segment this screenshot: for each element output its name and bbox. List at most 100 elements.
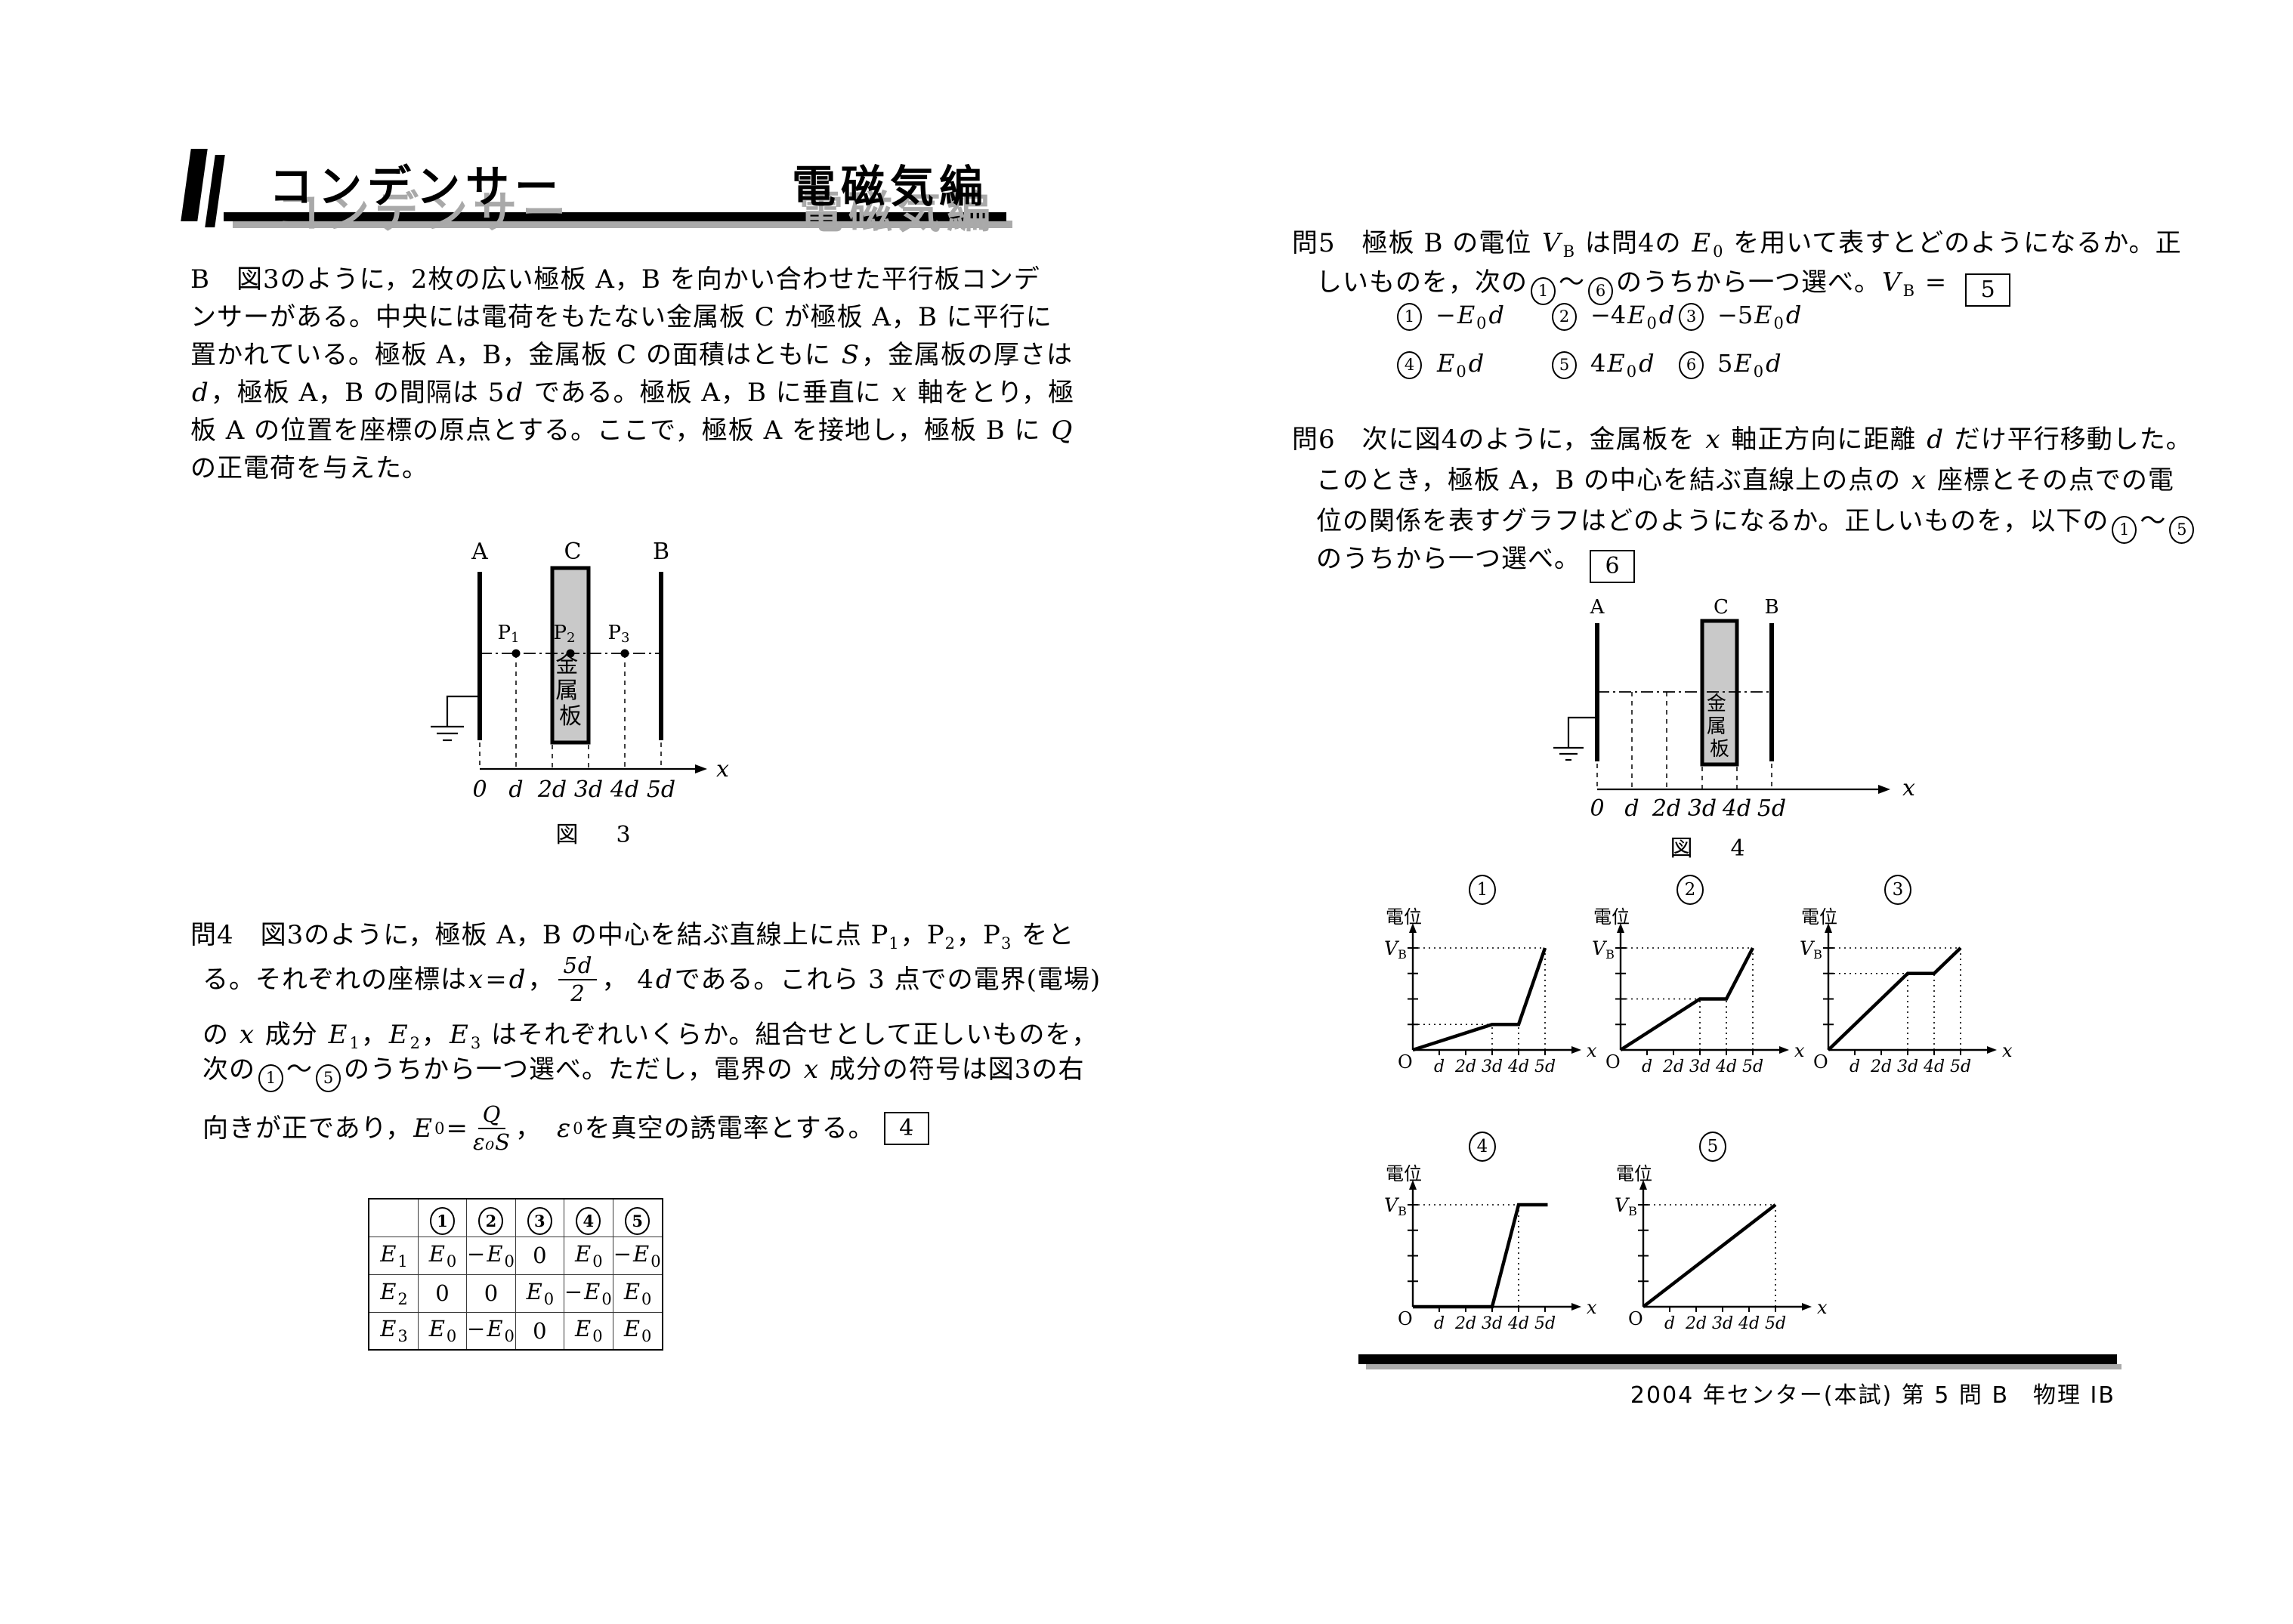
- text-segment: x: [892, 378, 907, 408]
- text-segment: である。極板 A，B に垂直に: [525, 378, 891, 408]
- text-segment: 4: [1590, 349, 1606, 378]
- origin-label: O: [1628, 1308, 1643, 1329]
- text-segment: B: [1562, 242, 1576, 261]
- text-segment: 0: [434, 1119, 446, 1138]
- header-rule: [224, 212, 1006, 221]
- text-segment: 3: [470, 1034, 482, 1052]
- y-axis-arrow: [1409, 923, 1417, 933]
- text-segment: のうちから一つ選べ。: [1616, 267, 1880, 298]
- text-segment: 0: [1773, 314, 1784, 332]
- option-formula: −4E0d: [1590, 301, 1676, 332]
- text-segment: る。それぞれの座標は: [202, 965, 467, 995]
- text-segment: E: [428, 1316, 445, 1342]
- text-segment: E: [575, 1240, 592, 1267]
- x-axis-arrow: [1802, 1303, 1812, 1311]
- metal-plate-text: 金 属 板: [1707, 693, 1732, 761]
- q5-option-2: 2 −4E0d: [1549, 301, 1676, 332]
- text-segment: 0: [446, 1252, 457, 1270]
- x-tick-label: 3d: [1897, 1057, 1918, 1076]
- text-segment: 1: [349, 1034, 360, 1052]
- table-cell: E0: [418, 1236, 467, 1275]
- text-segment: x: [468, 965, 484, 995]
- text-segment: −: [613, 1240, 632, 1267]
- graph-option-1: d 2d 3d 4d 5d 電位 VB Ox: [1384, 906, 1597, 1076]
- text-segment: S: [841, 340, 861, 370]
- y-axis-arrow: [1617, 923, 1624, 933]
- text-segment: −4: [1590, 301, 1627, 329]
- q4-line: 次の 1 〜 5 のうちから一つ選べ。ただし，電界の x 成分の符号は図3の右: [202, 1053, 1084, 1092]
- option-formula: −5E0d: [1717, 301, 1803, 332]
- q5-option-5: 5 4E0d: [1549, 349, 1656, 381]
- text-segment: d: [1658, 301, 1675, 329]
- header-bar-right: [205, 155, 225, 227]
- text-segment: 〜: [2140, 506, 2167, 536]
- svg-text:d: d: [508, 776, 523, 803]
- table-cell: −E0: [466, 1311, 516, 1351]
- text-segment: 0: [1626, 363, 1637, 381]
- y-axis-arrow: [1825, 923, 1832, 933]
- header-bar-left: [181, 149, 208, 221]
- table-cell: 0: [515, 1311, 564, 1351]
- text-segment: E: [633, 1240, 650, 1267]
- text-segment: のうちから一つ選べ。ただし，電界の: [344, 1054, 802, 1085]
- potential-curve: [1827, 946, 1962, 1051]
- x-axis-arrow: [1987, 1046, 1997, 1054]
- text-segment: −: [1435, 301, 1456, 329]
- svg-text:d: d: [1624, 795, 1639, 822]
- text-segment: 1: [888, 934, 900, 952]
- text-segment: 軸正方向に距離: [1722, 425, 1926, 455]
- graph-label-4: 4: [1469, 1132, 1496, 1162]
- text-segment: ンサーがある。中央には電荷をもたない金属板 C が極板 A，B に平行に: [190, 302, 1052, 332]
- x-axis-title: x: [2002, 1040, 2013, 1061]
- text-segment: ，: [527, 965, 555, 995]
- x-tick-label: d: [1850, 1057, 1860, 1076]
- x-axis-label: x: [716, 756, 729, 783]
- text-segment: 成分: [256, 1020, 327, 1050]
- svg-text:4d: 4d: [610, 776, 639, 803]
- table-cell: 0: [418, 1274, 467, 1313]
- problem-b-line: d，極板 A，B の間隔は 5d である。極板 A，B に垂直に x 軸をとり，…: [190, 376, 1074, 409]
- answer-box: 5: [1965, 273, 2011, 307]
- text-segment: E: [623, 1278, 641, 1304]
- vb-label: VB: [1384, 1194, 1407, 1218]
- text-segment: d: [1468, 349, 1485, 378]
- q4-answer-table: 1 2 3 4 5 E1 E0 −E0 0 E0 −E0 E2 0 0 E0 −…: [368, 1198, 663, 1351]
- text-segment: 0: [592, 1252, 603, 1270]
- text-segment: E: [1457, 301, 1476, 329]
- text-segment: 座標とその点での電: [1928, 465, 2174, 496]
- plate-c-label: C: [1714, 596, 1729, 619]
- text-segment: の: [202, 1020, 238, 1050]
- circled-number: 6: [1588, 277, 1613, 305]
- text-segment: d: [1785, 301, 1802, 329]
- graph-option-4: d 2d 3d 4d 5d 電位 VB Ox: [1384, 1163, 1597, 1333]
- circled-number: 5: [2169, 516, 2195, 544]
- text-segment: V: [1882, 267, 1902, 298]
- text-segment: E: [1754, 301, 1772, 329]
- option-formula: −E0d: [1435, 301, 1506, 332]
- circled-number: 5: [316, 1064, 341, 1092]
- text-segment: −: [467, 1240, 486, 1267]
- circled-number: 6: [1679, 350, 1704, 379]
- text-segment: 0: [504, 1327, 515, 1346]
- text-segment: E: [526, 1278, 542, 1304]
- text-segment: E: [575, 1316, 592, 1342]
- text-segment: は問4の: [1576, 228, 1691, 258]
- origin-label: O: [1398, 1308, 1413, 1329]
- x-axis-title: x: [1587, 1297, 1597, 1318]
- x-tick-label: 5d: [1742, 1057, 1763, 1076]
- potential-curve: [1413, 1203, 1548, 1309]
- text-segment: d: [192, 378, 209, 408]
- header-rule-shadow: [233, 221, 1012, 228]
- text-segment: 成分の符号は図3の右: [820, 1054, 1085, 1085]
- text-segment: 板 A の位置を座標の原点とする。ここで，極板 A を接地し，極板 B に: [190, 415, 1050, 446]
- y-axis-title: 電位: [1593, 906, 1630, 928]
- answer-box: 6: [1590, 550, 1635, 583]
- text-segment: E: [450, 1020, 469, 1050]
- potential-curve: [1642, 1203, 1777, 1308]
- text-segment: E: [1627, 301, 1646, 329]
- q4-line: の x 成分 E1，E2，E3 はそれぞれいくらか。組合せとして正しいものを，: [202, 1018, 1098, 1060]
- text-segment: ，P: [900, 920, 945, 950]
- text-segment: 0: [601, 1289, 612, 1308]
- svg-text:5d: 5d: [647, 776, 675, 803]
